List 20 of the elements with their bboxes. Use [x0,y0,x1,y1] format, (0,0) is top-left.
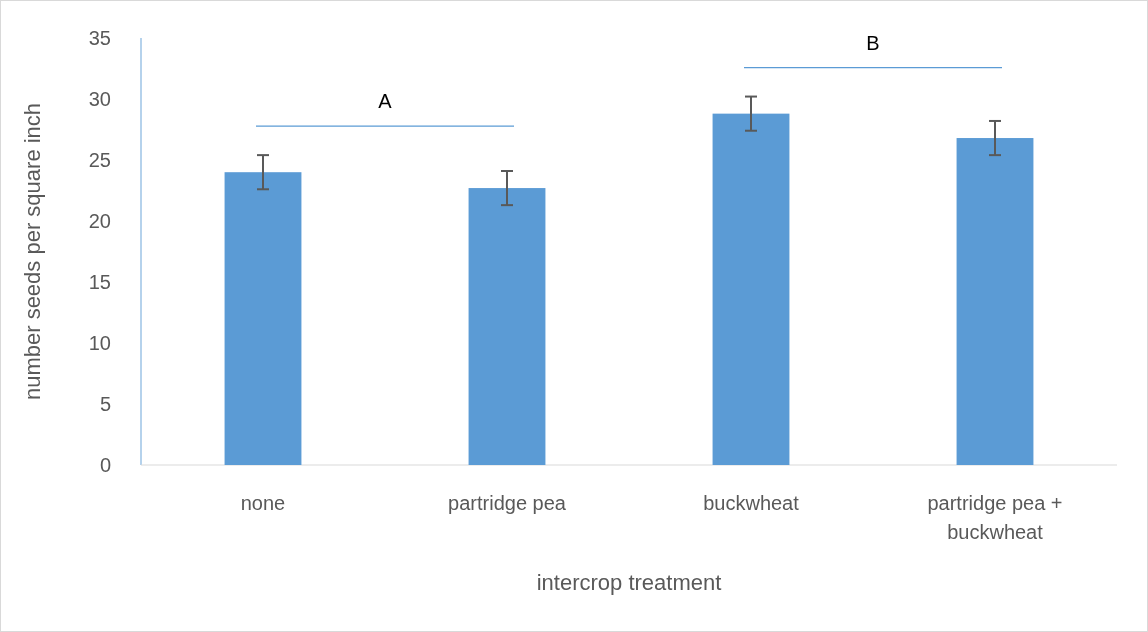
y-axis-title: number seeds per square inch [20,102,45,401]
y-tick-label: 20 [88,210,111,232]
y-tick-label: 30 [88,88,111,110]
y-tick-label: 5 [99,393,111,415]
bar [468,188,546,465]
x-tick-label: buckwheat [703,492,800,514]
bar [956,138,1034,465]
annotation: B [866,31,880,54]
x-axis-title: intercrop treatment [536,570,722,595]
x-tick-label: none [240,492,286,514]
bar [712,113,790,465]
y-tick-label: 0 [99,454,111,476]
y-tick-label: 15 [88,271,111,293]
y-tick-label: 25 [88,149,111,171]
x-tick-label: partridge pea + buckwheat [927,492,1063,543]
y-tick-label: 10 [88,332,111,354]
y-tick-label: 35 [88,27,111,49]
annotation: A [378,90,393,113]
bar [224,172,302,465]
x-tick-label: partridge pea [448,492,567,514]
